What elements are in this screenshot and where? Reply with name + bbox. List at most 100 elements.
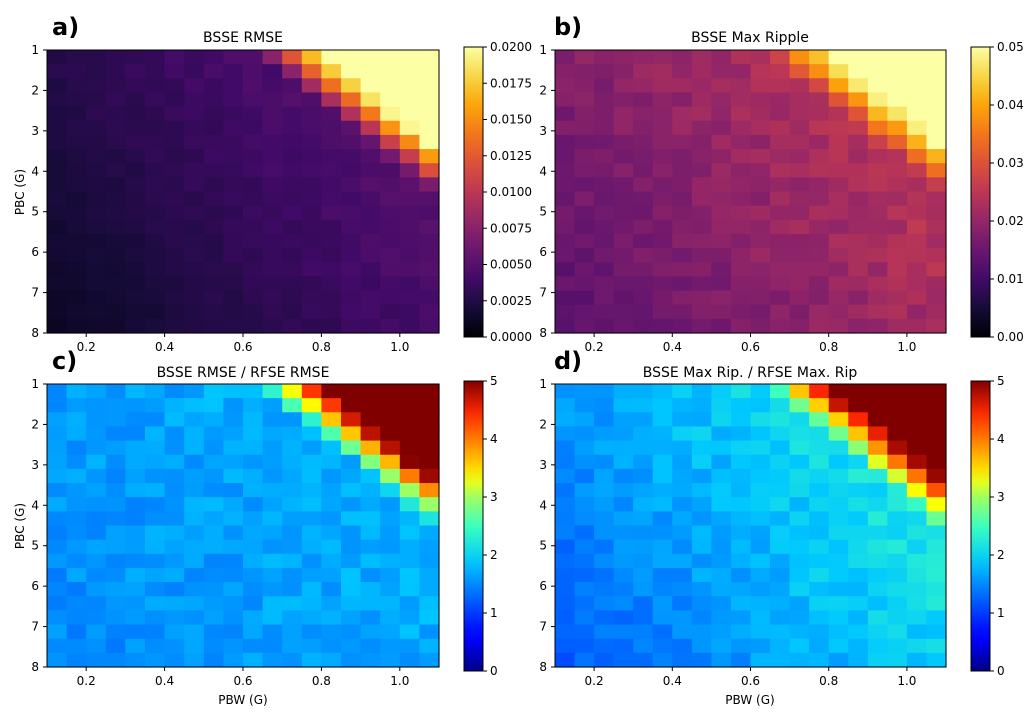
heatmap-cell bbox=[770, 262, 791, 277]
heatmap-cell bbox=[125, 219, 146, 235]
heatmap-cell bbox=[184, 525, 205, 541]
heatmap-cell bbox=[243, 384, 264, 399]
heatmap-cell bbox=[887, 304, 908, 320]
heatmap-cell bbox=[399, 318, 420, 334]
heatmap-cell bbox=[691, 262, 712, 277]
x-axis-c: 0.2 0.4 0.6 0.8 1.0 bbox=[77, 667, 409, 688]
heatmap-cell bbox=[184, 106, 205, 122]
heatmap-cell bbox=[66, 290, 87, 306]
heatmap-cell bbox=[145, 610, 166, 626]
heatmap-cell bbox=[594, 106, 615, 122]
heatmap-cell bbox=[711, 440, 732, 456]
heatmap-cell bbox=[926, 483, 947, 498]
heatmap-cell bbox=[926, 596, 947, 611]
heatmap-cell bbox=[730, 177, 752, 193]
heatmap-cell bbox=[613, 290, 634, 306]
heatmap-cell bbox=[770, 624, 791, 640]
heatmap-cell bbox=[380, 412, 401, 428]
heatmap-cell bbox=[789, 50, 810, 65]
heatmap-cell bbox=[125, 384, 146, 399]
x-tick-label: 0.8 bbox=[312, 340, 331, 354]
heatmap-cell bbox=[691, 468, 712, 484]
heatmap-cell bbox=[574, 483, 595, 498]
heatmap-cell bbox=[380, 567, 401, 583]
heatmap-cell bbox=[672, 262, 693, 277]
heatmap-cell bbox=[613, 454, 634, 470]
heatmap-cell bbox=[809, 511, 830, 527]
heatmap-cell bbox=[341, 304, 362, 320]
x-tick-label: 0.8 bbox=[819, 674, 838, 688]
y-tick-label: 5 bbox=[539, 539, 547, 553]
heatmap-cell bbox=[887, 567, 908, 583]
heatmap-cell bbox=[86, 652, 107, 668]
heatmap-cell bbox=[809, 553, 830, 569]
heatmap-cell bbox=[809, 177, 830, 193]
heatmap-cell bbox=[711, 412, 732, 428]
heatmap-cell bbox=[867, 384, 888, 399]
heatmap-cell bbox=[86, 78, 107, 94]
heatmap-cell bbox=[672, 318, 693, 334]
heatmap-cell bbox=[730, 596, 752, 611]
heatmap-cell bbox=[419, 120, 440, 136]
heatmap-cell bbox=[145, 64, 166, 79]
heatmap-cell bbox=[360, 233, 381, 249]
heatmap-cell bbox=[301, 304, 322, 320]
heatmap-cell bbox=[867, 50, 888, 65]
heatmap-cell bbox=[711, 318, 732, 334]
y-tick-label: 1 bbox=[31, 377, 39, 391]
heatmap-cell bbox=[711, 64, 732, 79]
heatmap-cell bbox=[594, 440, 615, 456]
heatmap-cell bbox=[203, 567, 224, 583]
heatmap-cell bbox=[711, 120, 732, 136]
heatmap-cell bbox=[86, 483, 107, 498]
heatmap-cell bbox=[203, 134, 224, 150]
heatmap-cell bbox=[262, 440, 283, 456]
heatmap-cell bbox=[809, 638, 830, 654]
heatmap-cell bbox=[574, 149, 595, 164]
heatmap-cell bbox=[341, 567, 362, 583]
heatmap-cell bbox=[360, 539, 381, 555]
heatmap-cell bbox=[262, 412, 283, 428]
heatmap-cell bbox=[926, 248, 947, 263]
heatmap-cell bbox=[47, 64, 68, 79]
heatmap-cell bbox=[906, 177, 928, 193]
heatmap-cell bbox=[164, 384, 185, 399]
heatmap-cell bbox=[906, 610, 928, 626]
heatmap-cell bbox=[419, 624, 440, 640]
heatmap-cell bbox=[887, 384, 908, 399]
heatmap-cell bbox=[145, 497, 166, 512]
heatmap-cell bbox=[399, 582, 420, 597]
heatmap-cell bbox=[867, 511, 888, 527]
heatmap-cell bbox=[223, 468, 244, 484]
heatmap-cell bbox=[282, 205, 303, 221]
heatmap-cell bbox=[47, 191, 68, 207]
heatmap-cell bbox=[633, 248, 654, 263]
heatmap-cell bbox=[809, 149, 830, 164]
heatmap-cell bbox=[770, 610, 791, 626]
heatmap-cell bbox=[184, 191, 205, 207]
heatmap-cell bbox=[419, 177, 440, 193]
heatmap-cell bbox=[730, 398, 752, 413]
heatmap-cell bbox=[243, 412, 264, 428]
y-axis-label-c: PBC (G) bbox=[13, 503, 27, 549]
heatmap-cell bbox=[691, 134, 712, 150]
heatmap-cell bbox=[633, 384, 654, 399]
heatmap-cell bbox=[730, 553, 752, 569]
heatmap-cell bbox=[809, 92, 830, 108]
heatmap-cell bbox=[809, 624, 830, 640]
heatmap-cell bbox=[887, 483, 908, 498]
heatmap-cell bbox=[848, 149, 869, 164]
heatmap-cell bbox=[145, 134, 166, 150]
heatmap-cell bbox=[262, 64, 283, 79]
heatmap-cell bbox=[105, 149, 126, 164]
heatmap-cell bbox=[730, 624, 752, 640]
heatmap-cell bbox=[867, 191, 888, 207]
heatmap-cell bbox=[711, 384, 732, 399]
heatmap-cell bbox=[243, 610, 264, 626]
heatmap-cell bbox=[828, 134, 849, 150]
heatmap-cell bbox=[750, 318, 771, 334]
heatmap-cell bbox=[47, 426, 68, 442]
heatmap-cell bbox=[652, 304, 673, 320]
heatmap-cell bbox=[789, 567, 810, 583]
x-axis-b: 0.2 0.4 0.6 0.8 1.0 bbox=[585, 333, 916, 354]
